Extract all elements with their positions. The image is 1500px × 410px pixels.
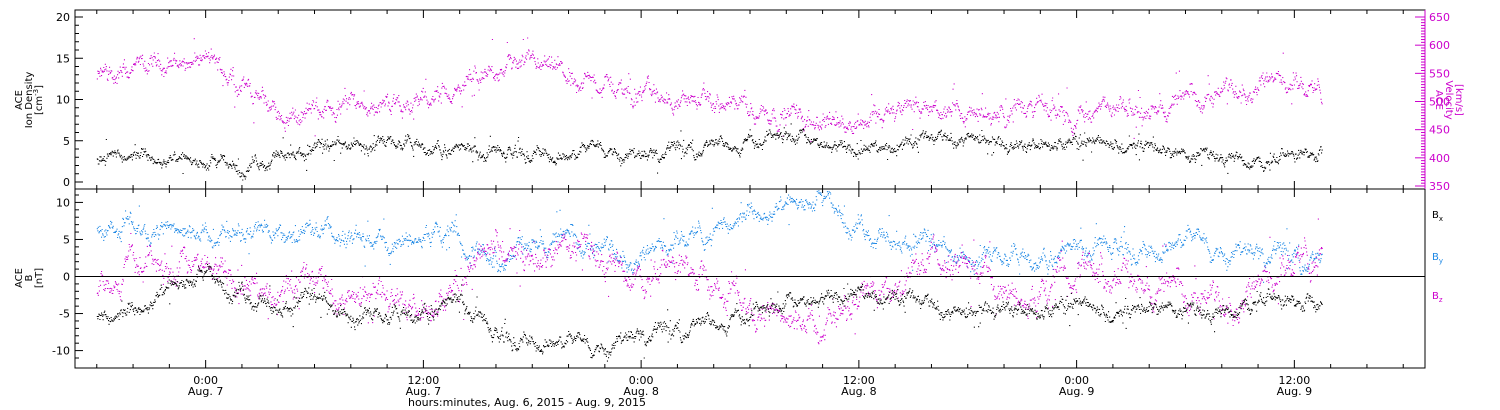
density-series-points [96, 123, 1323, 181]
velocity-tick-label: 600 [1429, 39, 1450, 52]
legend-subscript: x [1439, 215, 1443, 223]
b-tick-label: -10 [52, 345, 70, 358]
density-axis-title-sup: -3 [32, 89, 40, 96]
velocity-tick-label: 500 [1429, 96, 1450, 109]
density-axis-title: ACEIon Density[cm-3] [14, 72, 45, 129]
legend-subscript: y [1439, 257, 1443, 265]
x-tick-date-label: Aug. 7 [188, 385, 223, 398]
bz-series-points [96, 218, 1323, 345]
b-tick-label: 0 [63, 271, 70, 284]
legend-item-bx: Bx [1432, 210, 1443, 223]
x-tick-time-label: 12:00 [408, 374, 440, 387]
density-tick-label: 20 [56, 11, 70, 24]
legend-subscript: z [1439, 296, 1443, 304]
density-tick-label: 0 [63, 176, 70, 189]
velocity-tick-label: 550 [1429, 67, 1450, 80]
b-tick-label: -5 [59, 308, 70, 321]
velocity-tick-label: 650 [1429, 11, 1450, 24]
b-tick-label: 5 [63, 233, 70, 246]
velocity-series-points [96, 37, 1323, 142]
b-axis-title: ACEB[nT] [14, 268, 45, 288]
velocity-axis-title-line-3: ACE [1433, 90, 1444, 110]
x-tick-time-label: 0:00 [1064, 374, 1089, 387]
velocity-axis-title-line-2: Velocity [1443, 80, 1454, 119]
x-tick-time-label: 0:00 [629, 374, 654, 387]
x-tick-time-label: 12:00 [1279, 374, 1311, 387]
x-tick-date-label: Aug. 8 [841, 385, 876, 398]
density-tick-label: 15 [56, 52, 70, 65]
bx-series-points [96, 263, 1323, 362]
velocity-axis-title: [km/s]VelocityACE [1433, 80, 1464, 119]
legend-label: B [1432, 252, 1439, 263]
legend-label: B [1432, 291, 1439, 302]
bottom-panel-frame [74, 188, 1426, 369]
x-tick-time-label: 12:00 [843, 374, 875, 387]
x-tick-date-label: Aug. 8 [623, 385, 658, 398]
velocity-tick-label: 350 [1429, 180, 1450, 193]
b-axis-title-line-1: ACE [14, 268, 25, 288]
legend-item-by: By [1432, 252, 1443, 265]
legend-item-bz: Bz [1432, 291, 1443, 304]
x-axis-title: hours:minutes, Aug. 6, 2015 - Aug. 9, 20… [408, 396, 646, 409]
velocity-axis-title-line-1: [km/s] [1453, 84, 1464, 116]
x-tick-date-label: Aug. 9 [1277, 385, 1312, 398]
legend-label: B [1432, 210, 1439, 221]
density-axis-title-line-1: ACE [14, 90, 25, 110]
x-tick-date-label: Aug. 9 [1059, 385, 1094, 398]
x-tick-date-label: Aug. 7 [406, 385, 441, 398]
axes [75, 10, 1426, 368]
density-axis-title-close: ] [34, 85, 45, 89]
x-tick-time-label: 0:00 [193, 374, 218, 387]
b-axis-title-line-3: [nT] [34, 268, 45, 288]
by-series-points [96, 190, 1323, 283]
data-points [96, 37, 1323, 362]
density-tick-label: 5 [63, 135, 70, 148]
b-tick-label: 10 [56, 196, 70, 209]
density-axis-title-line-2: Ion Density [24, 72, 35, 129]
velocity-tick-label: 400 [1429, 152, 1450, 165]
density-tick-label: 10 [56, 94, 70, 107]
velocity-tick-label: 450 [1429, 124, 1450, 137]
b-axis-title-line-2: B [24, 274, 35, 281]
density-axis-title-line-3: [cm [34, 96, 45, 115]
